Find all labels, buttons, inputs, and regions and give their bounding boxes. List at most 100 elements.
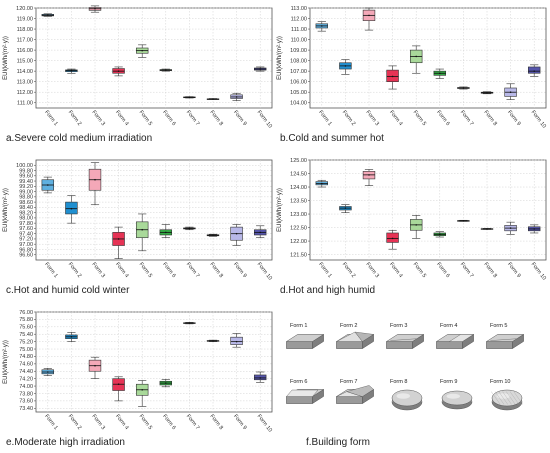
building-form-5: Form 5 [485,323,525,350]
box-5 [409,215,423,239]
box-3 [362,7,376,31]
chart-panel-2: 104.00 105.00 106.00 107.00 108.00 109.00 110.… [277,6,547,144]
building-form-7: Form 7 [335,379,375,405]
box-mean-marker [368,14,370,17]
shape-grid-line [494,391,505,405]
y-tick-label: 97.20 [19,237,33,243]
box-2 [65,332,78,342]
building-form-1: Form 1 [285,323,325,350]
y-tick-label: 98.20 [19,210,33,216]
x-tick-label: Form 10 [530,110,547,130]
x-tick-label: Form 9 [232,110,247,127]
y-tick-label: 74.40 [19,369,33,375]
box-mean-marker [259,68,262,70]
box-mean-marker [188,96,191,99]
x-tick-label: Form 3 [364,110,379,127]
box-mean-marker [259,231,262,234]
box-mean-marker [533,70,535,72]
box-5 [136,213,149,252]
box-mean-marker [165,231,167,234]
y-tick-label: 97.00 [19,242,33,248]
box-mean-marker [94,7,96,10]
box-mean-marker [235,340,238,343]
y-axis-label: EUI(kWh/(m²·y)) [3,188,9,232]
y-axis-label: EUI(kWh/(m²·y)) [3,36,9,80]
x-tick-label: Form 1 [43,262,58,279]
shape-edge [490,338,519,341]
y-tick-label: 73.80 [19,391,33,397]
building-form-label: Form 8 [390,379,407,385]
box-5 [136,44,149,58]
shape-front [486,341,513,349]
roof-face [354,331,375,342]
shape-top [285,334,325,342]
box-mean-marker [415,55,418,58]
y-tick-label: 75.40 [19,332,33,338]
y-tick-label: 74.00 [19,384,33,390]
box-2 [339,59,352,75]
box-4 [112,66,125,77]
x-tick-label: Form 7 [459,262,474,279]
y-tick-label: 112.00 [291,16,307,22]
x-tick-label: Form 1 [43,110,58,127]
building-form-6: Form 6 [285,379,325,405]
x-tick-label: Form 6 [161,110,176,127]
y-tick-label: 99.20 [19,184,33,190]
y-tick-label: 98.40 [19,205,33,211]
box-8 [206,98,220,100]
y-tick-label: 109.00 [290,48,307,54]
building-form-9: Form 9 [440,379,473,410]
box-mean-marker [94,364,96,367]
box-10 [527,64,541,77]
x-tick-label: Form 5 [138,110,153,127]
y-tick-label: 118.00 [17,27,33,33]
y-tick-label: 123.00 [290,212,307,218]
y-tick-label: 113.00 [17,79,33,85]
chart-panel-3: 96.6096.8097.0097.2097.4097.6097.8098.00… [3,159,273,296]
box-mean-marker [165,69,167,71]
x-tick-label: Form 5 [412,262,427,279]
y-tick-label: 105.00 [290,90,307,96]
building-form-2: Form 2 [335,323,375,350]
y-tick-label: 75.60 [19,325,33,331]
box-mean-marker [321,182,323,185]
x-tick-label: Form 2 [67,110,82,127]
shape-front [336,396,363,404]
box-mean-marker [141,49,143,52]
x-tick-label: Form 7 [185,110,200,127]
shape-facet [346,385,374,397]
shape-grid-line [491,391,501,405]
box-mean-marker [344,65,347,67]
y-tick-label: 97.40 [19,231,33,237]
shape-facet [448,334,475,342]
x-tick-label: Form 6 [161,262,176,279]
box-mean-marker [212,234,214,237]
building-form-label: Form 3 [390,323,407,329]
box-3 [88,5,102,13]
shape-front [436,341,463,349]
box-mean-marker [439,233,441,236]
x-tick-label: Form 1 [43,414,58,431]
box-mean-marker [212,340,214,342]
building-form-10: Form 10 [490,379,523,411]
box-6 [159,379,172,388]
x-tick-label: Form 5 [138,414,153,431]
chart-caption: b.Cold and summer hot [280,133,384,144]
x-tick-label: Form 8 [482,262,497,279]
x-tick-label: Form 2 [67,262,82,279]
box-mean-marker [47,14,49,16]
shape-front [386,341,413,349]
box-mean-marker [462,87,465,89]
y-tick-label: 99.00 [19,189,33,195]
x-tick-label: Form 4 [114,110,129,127]
box-9 [504,221,517,235]
y-axis-label: EUI(kWh/(m²·y)) [3,340,9,384]
box-mean-marker [486,91,488,94]
x-tick-label: Form 9 [506,110,521,127]
shape-top [485,334,525,342]
x-tick-label: Form 5 [412,110,427,127]
box-mean-marker [462,220,465,222]
y-axis-label: EUI(kWh/(m²·y)) [277,36,283,80]
box-mean-marker [344,207,347,209]
